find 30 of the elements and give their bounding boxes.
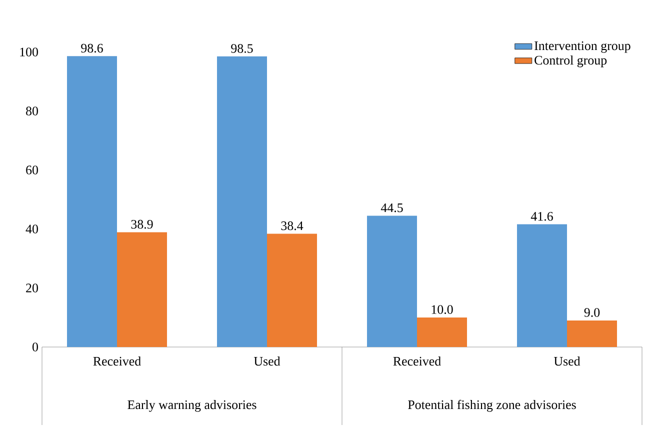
data-label: 98.6 xyxy=(81,44,103,53)
bar xyxy=(67,56,117,347)
data-label: 98.5 xyxy=(231,44,253,53)
x-tick-label: Used xyxy=(554,356,580,366)
bar xyxy=(367,216,418,347)
legend-label: Intervention group xyxy=(534,41,630,53)
bar xyxy=(567,320,618,347)
y-tick-label: 100 xyxy=(20,48,38,56)
bar xyxy=(217,56,267,347)
data-label: 9.0 xyxy=(584,308,600,317)
data-label: 41.6 xyxy=(530,212,553,221)
data-label: 10.0 xyxy=(432,305,453,314)
x-tick-label: Received xyxy=(93,356,141,366)
bar xyxy=(517,224,568,347)
data-label: 44.5 xyxy=(380,203,403,212)
y-tick-label: 20 xyxy=(26,284,38,292)
data-label: 38.9 xyxy=(131,220,153,229)
legend-label: Control group xyxy=(534,55,607,68)
text: Early warning advisories xyxy=(128,400,256,412)
y-tick-label: 0 xyxy=(32,342,38,352)
y-tick-label: 80 xyxy=(26,106,38,116)
y-tick-label: 40 xyxy=(26,224,38,234)
bar xyxy=(117,232,167,347)
data-label: 38.4 xyxy=(281,221,304,230)
x-tick-label: Used xyxy=(254,356,280,366)
x-tick-label: Received xyxy=(393,356,441,366)
bar xyxy=(267,234,318,347)
y-tick-label: 60 xyxy=(26,166,38,174)
bar xyxy=(417,318,468,347)
text: Potential fishing zone advisories xyxy=(408,400,576,412)
